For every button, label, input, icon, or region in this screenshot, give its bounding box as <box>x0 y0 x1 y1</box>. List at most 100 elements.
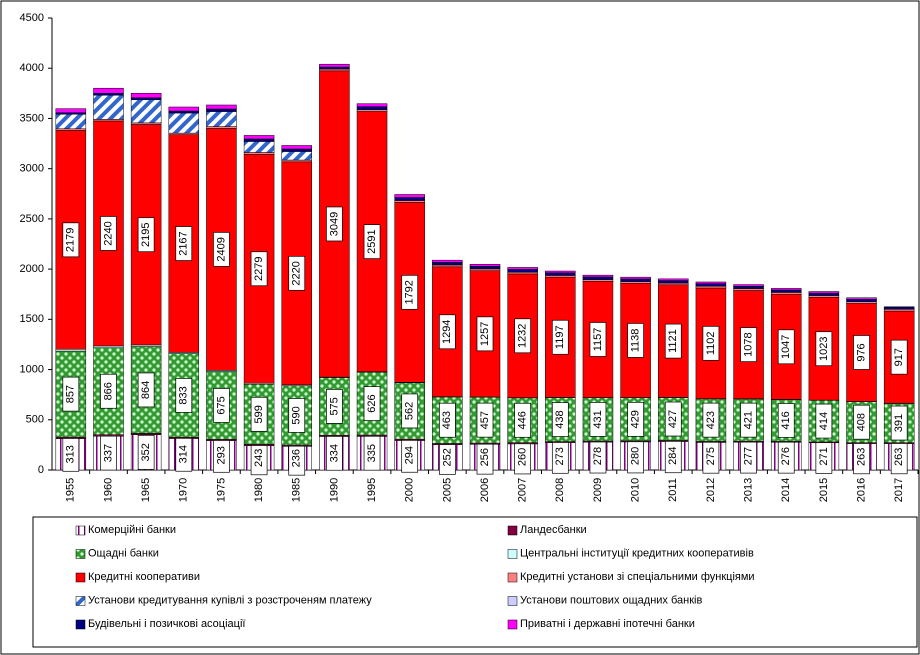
data-label: 416 <box>780 411 792 429</box>
data-label: 866 <box>102 382 114 400</box>
legend-label: Кредитні установи зі спеціальними функці… <box>520 571 755 583</box>
data-label: 335 <box>366 444 378 462</box>
data-label: 427 <box>667 410 679 428</box>
y-tick-label: 1000 <box>20 363 44 375</box>
data-label-box <box>664 401 682 437</box>
data-label-box <box>777 329 795 365</box>
data-label: 314 <box>178 445 190 463</box>
data-label-box <box>62 376 80 412</box>
data-label: 352 <box>140 443 152 461</box>
y-tick-label: 2500 <box>20 213 44 225</box>
bar-segment <box>883 306 915 310</box>
x-tick-label: 2014 <box>780 478 792 502</box>
data-label-box <box>627 401 644 437</box>
data-label-box <box>175 226 193 261</box>
bar-segment <box>432 259 463 263</box>
data-label: 1792 <box>404 280 416 304</box>
y-tick-label: 500 <box>26 414 44 426</box>
bar-segment <box>319 68 350 72</box>
legend-box <box>32 516 918 648</box>
data-label-box <box>326 389 343 424</box>
x-tick-label: 2008 <box>554 478 566 502</box>
data-label: 2409 <box>215 237 227 261</box>
data-label: 626 <box>366 394 378 412</box>
data-label: 857 <box>65 385 77 403</box>
legend-swatch <box>507 572 518 583</box>
legend-swatch <box>75 619 86 630</box>
bar-segment <box>243 138 275 142</box>
bar-segment <box>695 283 727 287</box>
bar-segment <box>658 280 689 284</box>
data-label-box <box>890 339 908 375</box>
data-label: 280 <box>630 447 642 465</box>
y-tick-label: 1500 <box>20 313 44 325</box>
bar-segment <box>206 108 237 112</box>
bar-segment <box>168 106 200 112</box>
legend-label: Установи кредитування купівлі з розстроч… <box>88 594 372 606</box>
data-label: 562 <box>404 402 416 420</box>
data-label: 260 <box>517 448 529 466</box>
bar-segment <box>469 264 501 267</box>
y-tick-label: 2000 <box>20 263 44 275</box>
x-tick-label: 2007 <box>517 478 529 502</box>
data-label-box <box>740 327 757 362</box>
bar-segment <box>846 301 877 304</box>
data-label: 252 <box>441 448 453 466</box>
data-label: 236 <box>291 449 303 467</box>
data-label: 277 <box>742 447 754 465</box>
data-label: 294 <box>404 446 416 464</box>
bar-segment <box>432 264 463 268</box>
y-tick-label: 4000 <box>20 62 44 74</box>
legend-swatch <box>507 525 518 536</box>
data-label: 256 <box>479 448 491 466</box>
bar-segment <box>733 284 764 287</box>
data-label-box <box>702 325 720 361</box>
data-label: 2195 <box>140 222 152 246</box>
data-label-box <box>288 398 306 433</box>
bar-segment <box>93 345 124 349</box>
legend-label: Комерційні банки <box>88 524 176 536</box>
bar-segment <box>168 112 200 134</box>
data-label-box <box>326 206 343 242</box>
data-label-box <box>551 402 569 437</box>
legend-label: Кредитні кооперативи <box>88 571 200 583</box>
data-label: 1232 <box>517 324 529 348</box>
data-label: 414 <box>818 412 830 430</box>
data-label: 284 <box>667 447 679 465</box>
bar-segment <box>846 298 877 302</box>
bar-segment <box>394 197 425 201</box>
x-tick-label: 2011 <box>667 478 679 502</box>
bar-segment <box>808 291 840 294</box>
data-label-box <box>100 373 117 409</box>
bar-segment <box>394 194 425 198</box>
x-tick-label: 2006 <box>479 478 491 502</box>
data-label: 1121 <box>667 329 679 353</box>
x-tick-label: 2005 <box>441 478 453 502</box>
data-label: 2279 <box>253 257 265 281</box>
x-tick-label: 1955 <box>65 478 77 502</box>
bar-segment <box>281 159 312 163</box>
data-label-box <box>853 335 870 370</box>
x-tick-label: 1995 <box>366 478 378 502</box>
bar-segment <box>582 276 614 280</box>
x-tick-label: 1985 <box>291 478 303 502</box>
data-label-box <box>476 402 494 438</box>
data-label-box <box>702 402 720 438</box>
data-label-box <box>551 319 569 355</box>
y-tick-label: 0 <box>38 464 44 476</box>
bar-segment <box>620 276 651 280</box>
data-label-box <box>401 274 419 310</box>
bar-segment <box>281 148 312 152</box>
data-label-box <box>363 386 381 421</box>
data-label-box <box>137 372 155 408</box>
bar-segment <box>846 297 877 300</box>
bar-segment <box>206 111 237 127</box>
data-label: 457 <box>479 411 491 429</box>
data-label: 263 <box>893 448 905 466</box>
bar-segment <box>658 282 689 286</box>
data-label: 2591 <box>366 229 378 253</box>
legend-swatch <box>75 596 86 606</box>
legend-swatch <box>75 549 86 559</box>
data-label: 1197 <box>554 325 566 349</box>
